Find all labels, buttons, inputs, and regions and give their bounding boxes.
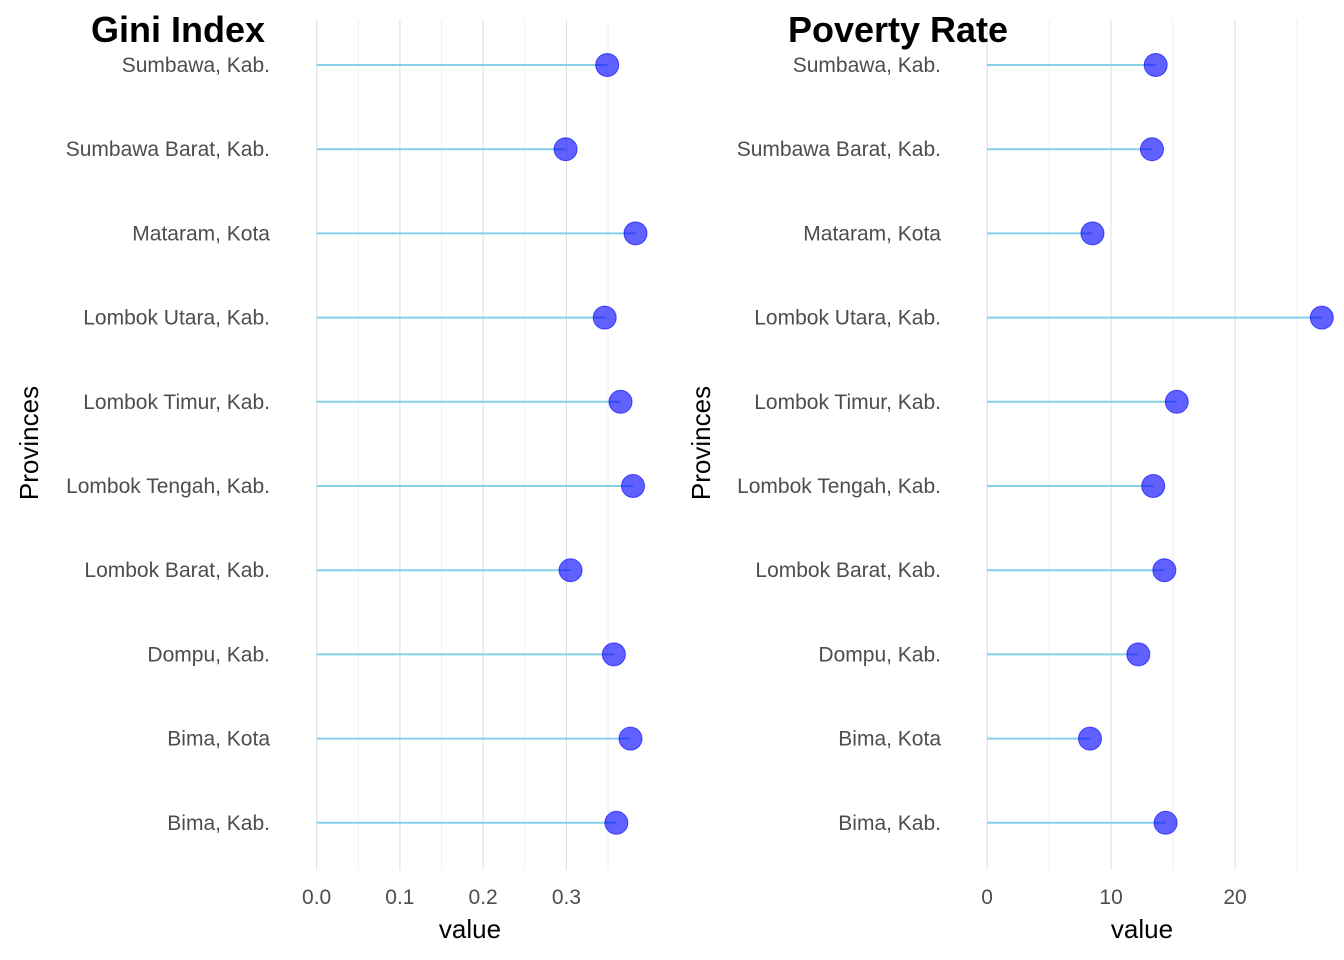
y-tick-label: Sumbawa, Kab. [793,54,941,77]
y-tick-label: Lombok Barat, Kab. [84,559,270,582]
lollipop-point [595,53,620,77]
lollipop-point [618,726,643,751]
y-axis-title: Provinces [14,386,44,500]
lollipop-point [608,389,633,414]
lollipop-point [1126,642,1151,667]
y-tick-label: Sumbawa Barat, Kab. [737,138,941,161]
lollipop-point [592,305,617,330]
x-tick-label: 20 [1223,886,1246,909]
lollipop-point [1143,53,1168,77]
y-tick-label: Lombok Timur, Kab. [754,391,941,414]
lollipop-point [1141,474,1166,498]
y-tick-label: Lombok Tengah, Kab. [737,475,941,498]
y-tick-label: Lombok Tengah, Kab. [66,475,270,498]
lollipop-point [1080,221,1105,246]
y-tick-label: Lombok Barat, Kab. [755,559,941,582]
y-tick-label: Mataram, Kota [803,222,941,245]
y-tick-label: Dompu, Kab. [818,643,941,666]
y-tick-label: Sumbawa Barat, Kab. [66,138,270,161]
lollipop-point [558,558,583,583]
lollipop-point [1164,389,1189,414]
lollipop-point [1078,726,1102,751]
x-tick-label: 0.0 [302,886,331,909]
lollipop-point [601,642,626,667]
lollipop-point [1152,558,1177,583]
x-axis-title: value [1111,914,1173,944]
y-tick-label: Bima, Kota [167,728,270,751]
y-tick-label: Lombok Timur, Kab. [83,391,270,414]
lollipop-point [1153,810,1178,835]
x-tick-label: 0.3 [552,886,581,909]
x-axis-title: value [439,914,501,944]
panel-0: 0.0 0.1 0.2 0.3 Gini Index value Provinces Sumb… [14,9,648,944]
y-tick-label: Sumbawa, Kab. [122,54,270,77]
y-tick-label: Bima, Kota [838,728,941,751]
y-axis-title: Provinces [686,386,716,500]
x-tick-label: 0.2 [469,886,498,909]
panel-1: 0 10 20 Poverty Rate value Provinces Sumbawa, … [686,9,1334,944]
y-tick-label: Lombok Utara, Kab. [83,307,270,330]
chart-title: Gini Index [91,9,265,50]
y-tick-label: Lombok Utara, Kab. [754,307,941,330]
lollipop-point [604,810,629,835]
y-tick-label: Bima, Kab. [838,812,941,835]
lollipop-point [621,474,646,498]
lollipop-point [1139,137,1164,162]
x-tick-label: 10 [1099,886,1122,909]
y-tick-label: Dompu, Kab. [147,643,270,666]
lollipop-point [623,221,648,246]
y-tick-label: Bima, Kab. [167,812,270,835]
lollipop-point [1309,305,1334,330]
x-tick-label: 0.1 [385,886,414,909]
chart-title: Poverty Rate [788,9,1008,50]
lollipop-point [553,137,578,162]
y-tick-label: Mataram, Kota [132,222,270,245]
x-tick-label: 0 [981,886,993,909]
